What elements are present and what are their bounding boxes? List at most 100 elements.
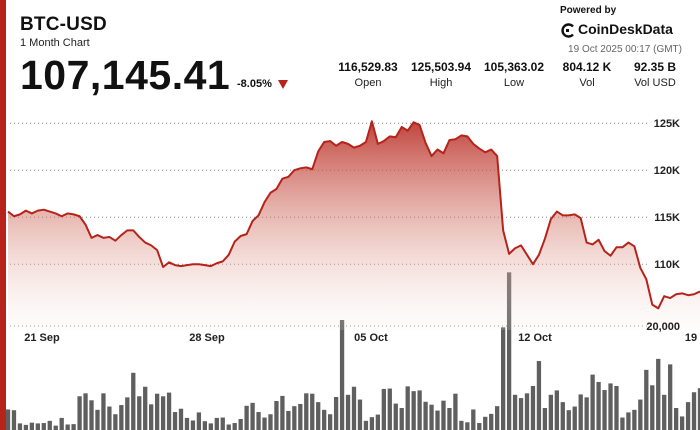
powered-by-label: Powered by (560, 5, 617, 16)
volume-bar (423, 401, 428, 430)
volume-bar (298, 403, 303, 430)
volume-bar (196, 412, 202, 430)
volume-bar (190, 420, 196, 430)
volume-bar (548, 394, 554, 430)
volume-bar (524, 393, 530, 430)
volume-bar (530, 386, 536, 430)
volume-bar (602, 390, 607, 430)
volume-bar (41, 423, 46, 430)
volume-bar (250, 402, 255, 430)
volume-bar (572, 406, 577, 430)
volume-bar (322, 409, 327, 430)
volume-bar (590, 374, 595, 430)
volume-bar (506, 272, 512, 430)
coindesk-data-logo[interactable]: CoinDeskData (560, 21, 695, 40)
volume-bar (632, 409, 637, 430)
stat-high-value: 125,503.94 (410, 60, 472, 74)
coindesk-logo-icon (561, 23, 574, 38)
volume-bar (429, 404, 434, 430)
stat-low: 105,363.02 Low (469, 60, 559, 89)
price-tick-label: 115K (654, 212, 680, 224)
chart-period-label: 1 Month Chart (20, 37, 90, 49)
volume-bar (327, 414, 333, 430)
volume-bar (143, 386, 148, 430)
volume-bar (77, 396, 82, 430)
left-accent-bar (0, 0, 6, 430)
volume-bar (435, 410, 440, 430)
volume-bar (453, 393, 458, 430)
volume-bar (244, 405, 249, 430)
volume-bar (584, 397, 589, 430)
volume-bar (405, 386, 410, 430)
volume-bar (375, 414, 381, 430)
volume-bar (256, 412, 261, 430)
volume-bar (280, 395, 285, 430)
volume-bar (184, 417, 190, 430)
volume-bar (119, 405, 124, 430)
volume-bar (292, 406, 297, 430)
volume-bar (172, 412, 178, 430)
stat-volume-label: Vol (579, 77, 595, 89)
stat-volume-usd: 92.35 B Vol USD (610, 60, 700, 89)
price-line (7, 120, 700, 310)
volume-bar (35, 423, 40, 430)
volume-bar (465, 422, 470, 430)
volume-bar (614, 386, 619, 430)
volume-bar (107, 406, 112, 430)
volume-bar (357, 399, 363, 430)
volume-bar (149, 404, 154, 430)
volume-bar (554, 390, 559, 430)
volume-bar (166, 392, 172, 430)
volume-bar (536, 361, 542, 430)
volume-bar (339, 320, 345, 430)
volume-bar (304, 393, 309, 430)
volume-bar (662, 394, 667, 430)
volume-bar (113, 414, 118, 430)
volume-bar (697, 388, 700, 430)
price-change-percent: -8.05% (237, 78, 272, 90)
volume-bar (673, 408, 679, 430)
coindesk-data-logo-text: CoinDeskData (578, 21, 673, 37)
stat-volume-value: 804.12 K (562, 60, 612, 74)
current-price: 107,145.41 (20, 52, 231, 98)
volume-bar (691, 392, 697, 430)
down-arrow-icon (278, 80, 288, 89)
volume-bar (154, 393, 160, 430)
volume-bar (578, 394, 583, 430)
volume-bar (71, 424, 76, 430)
volume-bar (483, 416, 488, 430)
volume-bar (447, 408, 452, 430)
volume-bar (399, 408, 404, 430)
stat-high: 125,503.94 High (396, 60, 486, 89)
volume-bar (83, 393, 88, 430)
volume-bar (626, 412, 631, 430)
volume-bars (5, 272, 700, 430)
volume-bar (679, 416, 685, 430)
quote-header: BTC-USD 1 Month Chart 107,145.41 -8.05% … (0, 0, 700, 100)
volume-bar (101, 393, 106, 430)
volume-bar (668, 364, 673, 430)
date-tick-label: 21 Sep (24, 332, 60, 344)
volume-bar (351, 386, 357, 430)
volume-bar (387, 388, 392, 430)
volume-bar (17, 423, 23, 430)
volume-bar (333, 397, 339, 430)
volume-bar (5, 409, 11, 430)
price-area-fill (8, 121, 700, 330)
volume-bar (310, 393, 315, 430)
volume-bar (137, 396, 142, 430)
price-tick-label: 110K (654, 259, 680, 271)
volume-bar (518, 398, 524, 430)
stat-volume-usd-value: 92.35 B (633, 60, 677, 74)
date-tick-label: 12 Oct (518, 332, 552, 344)
volume-bar (214, 417, 219, 430)
volume-bar (500, 327, 506, 430)
volume-bar (232, 423, 237, 430)
volume-bar (202, 421, 208, 430)
volume-bar (644, 369, 649, 430)
volume-bar (47, 420, 52, 430)
volume-bar (596, 381, 601, 430)
volume-bar (650, 385, 655, 430)
volume-bar (125, 397, 130, 430)
